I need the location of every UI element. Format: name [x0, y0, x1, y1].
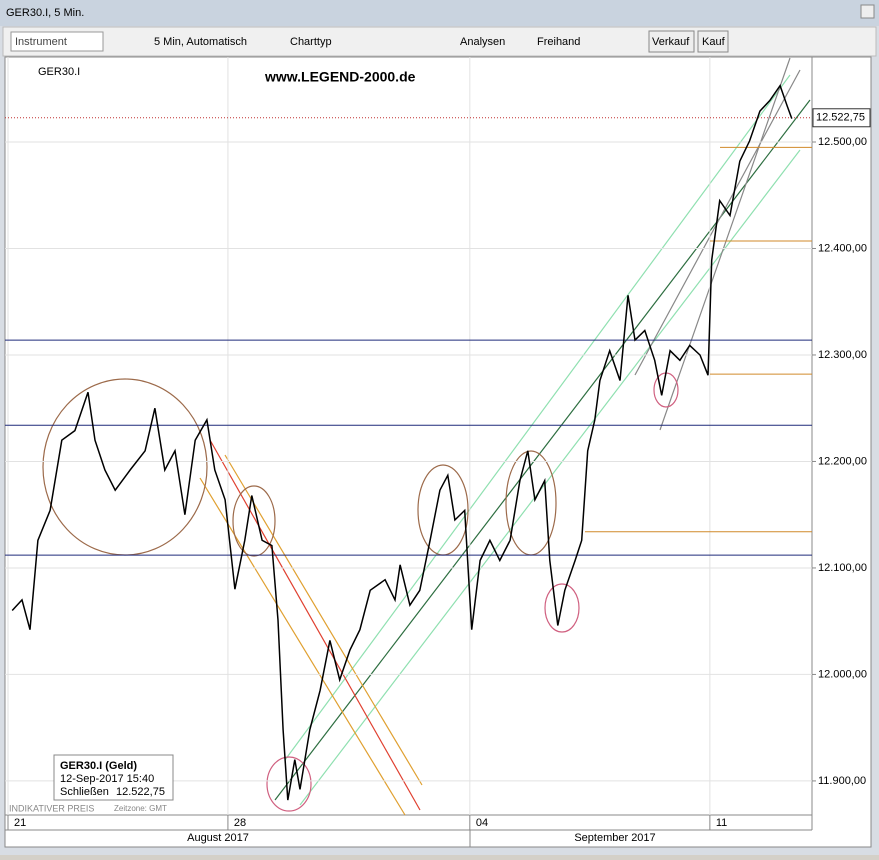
- marker-circle: [544, 583, 580, 633]
- y-tick-label: 12.400,00: [818, 242, 867, 254]
- info-title: GER30.I (Geld): [60, 760, 137, 772]
- title-bar: [0, 0, 879, 26]
- trendline: [299, 149, 801, 806]
- month-label: August 2017: [187, 832, 249, 844]
- analyses-menu[interactable]: Analysen: [460, 36, 505, 48]
- info-time: 12-Sep-2017 15:40: [60, 773, 154, 785]
- instrument-input[interactable]: [10, 31, 104, 52]
- trendline: [209, 439, 421, 811]
- freehand-menu[interactable]: Freihand: [537, 36, 580, 48]
- x-tick-label: 21: [14, 817, 26, 829]
- price-line: [11, 83, 793, 801]
- chart-panel: [4, 56, 872, 848]
- drawings: [42, 57, 811, 816]
- buy-button[interactable]: [697, 30, 729, 53]
- chart-type-menu[interactable]: Charttyp: [290, 36, 332, 48]
- y-tick-label: 11.900,00: [818, 775, 866, 787]
- info-box: [53, 754, 174, 801]
- x-tick-label: 11: [716, 817, 727, 829]
- y-tick-label: 12.300,00: [818, 349, 867, 361]
- trendline: [224, 454, 423, 786]
- window-title: GER30.I, 5 Min.: [6, 7, 84, 19]
- marker-circle: [232, 485, 276, 557]
- y-tick-label: 12.100,00: [818, 562, 867, 574]
- info-close-value: 12.522,75: [116, 786, 165, 798]
- timezone: Zeitzone: GMT: [114, 804, 167, 813]
- sell-button[interactable]: [648, 30, 695, 53]
- sell-label: Verkauf: [652, 36, 690, 48]
- price-type: INDIKATIVER PREIS: [9, 803, 94, 813]
- watermark: www.LEGEND-2000.de: [264, 69, 416, 85]
- price-tag-label: 12.522,75: [816, 112, 865, 124]
- symbol-label[interactable]: GER30.I: [38, 66, 80, 78]
- plot: [5, 57, 812, 815]
- buy-label: Kauf: [702, 36, 726, 48]
- y-tick-label: 12.200,00: [818, 455, 867, 467]
- month-label: September 2017: [574, 832, 655, 844]
- x-tick-label: 04: [476, 817, 488, 829]
- trendline: [659, 57, 791, 431]
- interval-menu[interactable]: 5 Min, Automatisch: [154, 36, 247, 48]
- marker-circle: [266, 756, 312, 812]
- trendline: [284, 74, 791, 761]
- y-tick-label: 12.500,00: [818, 136, 867, 148]
- instrument-placeholder: Instrument: [15, 36, 67, 48]
- x-tick-label: 28: [234, 817, 246, 829]
- price-tag: [812, 108, 871, 128]
- y-tick-label: 12.000,00: [818, 668, 867, 680]
- info-close-label: Schließen: [60, 786, 109, 798]
- toolbar: [2, 26, 877, 57]
- close-button[interactable]: [860, 4, 875, 19]
